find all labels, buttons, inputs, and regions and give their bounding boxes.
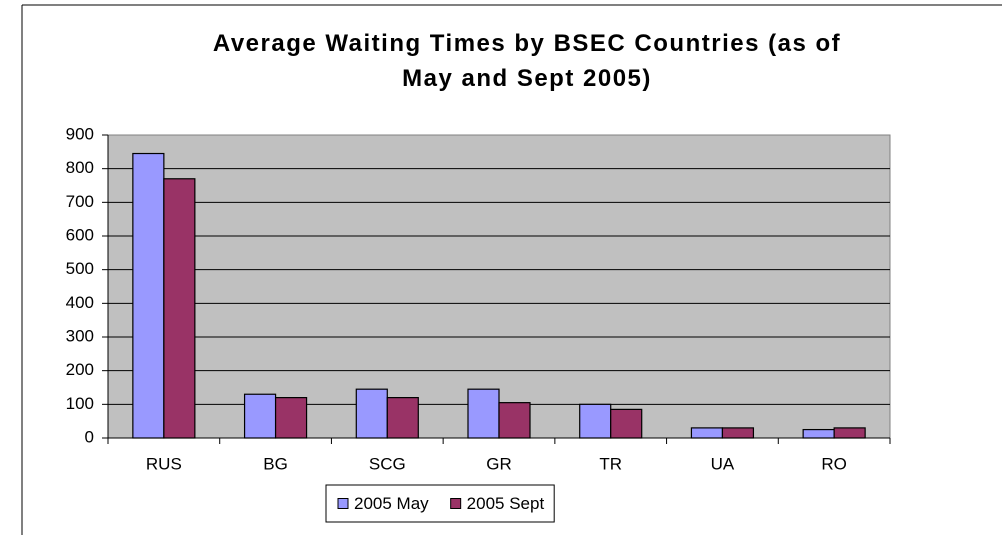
bar	[579, 403, 612, 439]
x-tick-label: BG	[263, 454, 288, 473]
x-tick-label: RUS	[146, 454, 182, 473]
bar	[243, 393, 277, 439]
y-tick-label: 700	[66, 192, 94, 211]
x-tick-label: RO	[821, 454, 847, 473]
bar	[721, 427, 755, 439]
bar	[132, 152, 165, 439]
y-tick-label: 900	[66, 124, 94, 143]
bar	[498, 402, 531, 439]
legend-label: 2005 May	[354, 494, 429, 513]
y-tick-label: 300	[66, 326, 94, 345]
legend-swatch	[337, 498, 349, 509]
bar	[274, 397, 308, 439]
y-tick-label: 400	[66, 293, 94, 312]
legend	[325, 484, 555, 523]
bar	[802, 428, 835, 439]
x-tick-label: GR	[486, 454, 512, 473]
bar	[467, 388, 500, 439]
bar	[610, 408, 643, 439]
y-tick-label: 100	[66, 394, 94, 413]
bar	[355, 388, 388, 439]
bar	[690, 427, 724, 439]
legend-label: 2005 Sept	[467, 494, 545, 513]
bar	[163, 178, 196, 439]
y-tick-label: 200	[66, 360, 94, 379]
y-tick-label: 0	[85, 427, 94, 446]
legend-swatch	[450, 498, 462, 509]
y-tick-label: 600	[66, 225, 94, 244]
bar	[833, 427, 866, 439]
chart-title: Average Waiting Times by BSEC Countries …	[213, 30, 841, 92]
y-tick-label: 800	[66, 158, 94, 177]
x-tick-label: SCG	[369, 454, 406, 473]
bar	[386, 397, 419, 439]
x-tick-label: TR	[599, 454, 622, 473]
x-tick-label: UA	[711, 454, 735, 473]
y-tick-label: 500	[66, 259, 94, 278]
